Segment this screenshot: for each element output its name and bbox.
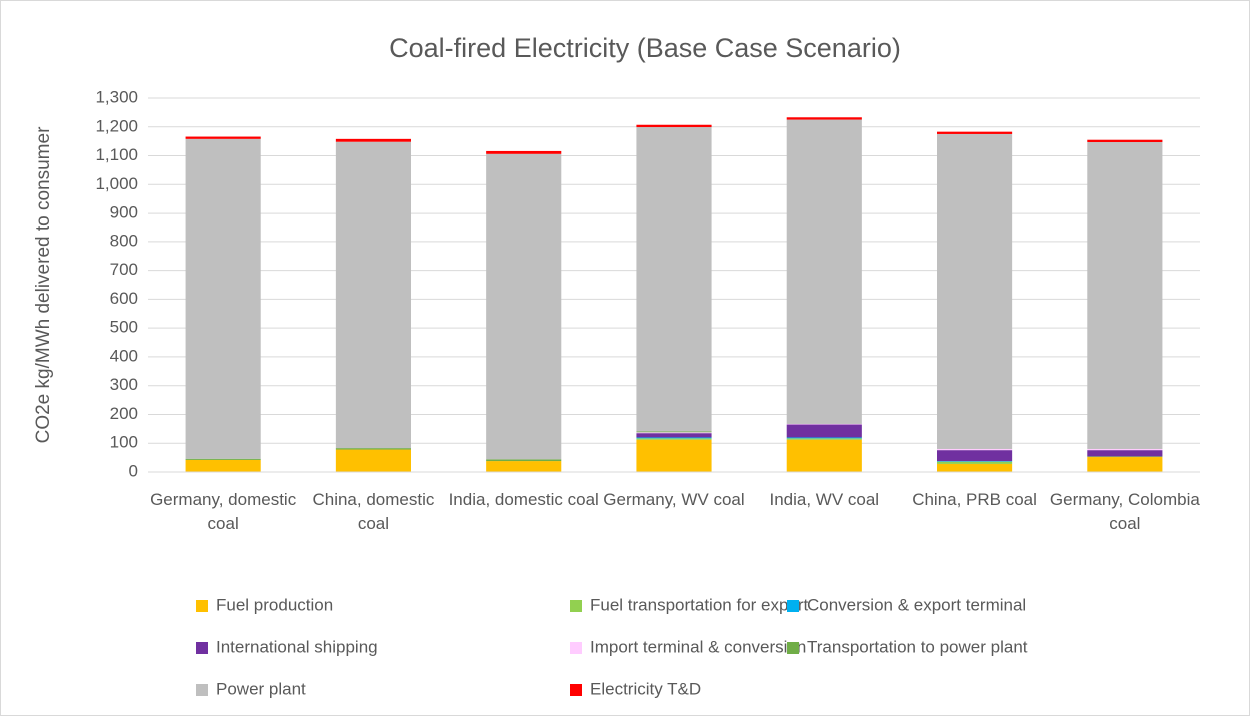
y-tick-label: 500	[110, 318, 138, 337]
bar-segment	[786, 439, 862, 472]
legend-swatch	[196, 642, 208, 654]
bar-segment	[937, 133, 1013, 449]
bar-segment	[786, 423, 862, 425]
y-tick-label: 400	[110, 346, 138, 365]
legend-label: Transportation to power plant	[807, 637, 1028, 656]
bar-segment	[335, 449, 411, 472]
bar-segment	[1087, 139, 1163, 143]
y-tick-label: 1,200	[95, 116, 138, 135]
bar-segment	[937, 463, 1013, 472]
bar-segment	[636, 437, 712, 439]
bar-segment	[486, 150, 562, 154]
bar-segment	[1087, 450, 1163, 457]
x-tick-label: India, WV coal	[769, 490, 880, 509]
bar-segment	[786, 119, 862, 424]
bar-segment	[1087, 456, 1163, 458]
bar-segment	[335, 138, 411, 142]
bar-segment	[486, 153, 562, 460]
legend-label: Fuel transportation for export	[590, 595, 809, 614]
bar-segment	[486, 459, 562, 462]
legend-label: Power plant	[216, 679, 306, 698]
x-tick-label: India, domestic coal	[448, 490, 599, 509]
legend-label: Conversion & export terminal	[807, 595, 1026, 614]
bar-segment	[185, 458, 261, 460]
bar-segment	[636, 124, 712, 128]
y-tick-label: 300	[110, 375, 138, 394]
y-tick-label: 1,300	[95, 87, 138, 106]
bar-segment	[786, 424, 862, 438]
y-tick-label: 200	[110, 404, 138, 423]
x-tick-label: Germany, Colombia coal	[1049, 490, 1200, 533]
y-tick-label: 0	[129, 461, 138, 480]
bar-segment	[335, 141, 411, 449]
y-tick-label: 700	[110, 260, 138, 279]
x-tick-label: Germany, WV coal	[603, 490, 745, 509]
legend-swatch	[570, 600, 582, 612]
bar-segment	[636, 433, 712, 438]
bar-segment	[636, 439, 712, 472]
bar-segment	[786, 437, 862, 439]
x-tick-label: China, domestic coal	[312, 490, 435, 533]
bar-segment	[636, 438, 712, 440]
legend-swatch	[787, 600, 799, 612]
y-tick-label: 800	[110, 231, 138, 250]
bar-segment	[636, 432, 712, 434]
bar-segment	[937, 131, 1013, 134]
bar-segment	[636, 127, 712, 432]
bar-segment	[335, 448, 411, 450]
y-tick-label: 100	[110, 433, 138, 452]
legend-label: International shipping	[216, 637, 378, 656]
bar-segment	[786, 438, 862, 440]
legend-swatch	[196, 600, 208, 612]
legend-swatch	[570, 684, 582, 696]
y-axis-label: CO2e kg/MWh delivered to consumer	[33, 126, 54, 443]
x-tick-label: China, PRB coal	[912, 490, 1037, 509]
bar-segment	[1087, 448, 1163, 451]
bar-segment	[1087, 457, 1163, 472]
y-tick-label: 1,100	[95, 145, 138, 164]
legend-label: Fuel production	[216, 595, 333, 614]
y-tick-label: 900	[110, 203, 138, 222]
legend-swatch	[570, 642, 582, 654]
bar-segment	[636, 431, 712, 433]
y-tick-label: 1,000	[95, 174, 138, 193]
legend-label: Import terminal & conversion	[590, 637, 806, 656]
bar-segment	[937, 448, 1013, 451]
legend-swatch	[787, 642, 799, 654]
y-tick-label: 600	[110, 289, 138, 308]
bar-segment	[185, 459, 261, 472]
chart-title: Coal-fired Electricity (Base Case Scenar…	[389, 33, 901, 63]
bar-segment	[1087, 142, 1163, 449]
bar-segment	[185, 136, 261, 139]
x-tick-label: Germany, domestic coal	[150, 490, 297, 533]
bar-segment	[937, 461, 1013, 462]
bar-segment	[937, 450, 1013, 462]
bar-segment	[937, 461, 1013, 464]
bar-segment	[786, 117, 862, 120]
legend-label: Electricity T&D	[590, 679, 701, 698]
legend-swatch	[196, 684, 208, 696]
bar-segment	[486, 461, 562, 472]
bar-segment	[185, 138, 261, 459]
